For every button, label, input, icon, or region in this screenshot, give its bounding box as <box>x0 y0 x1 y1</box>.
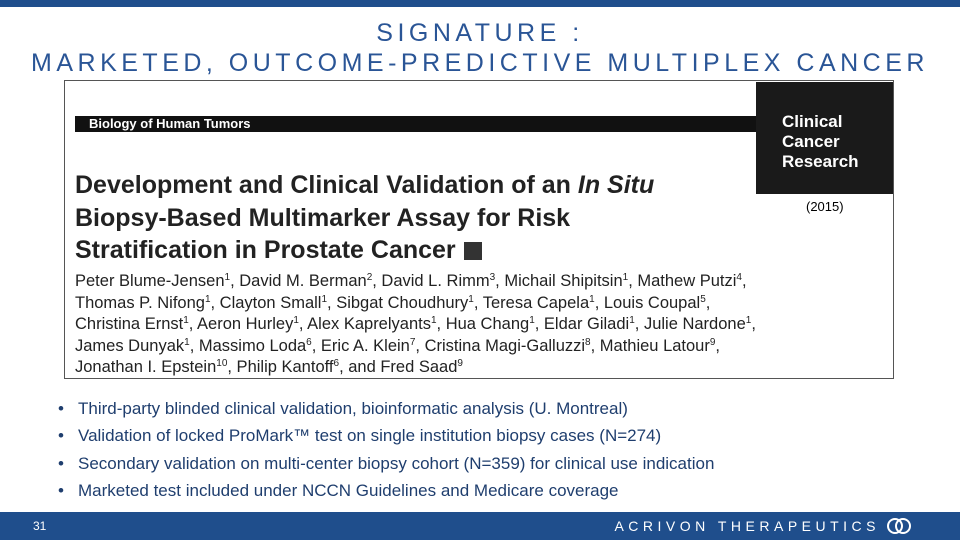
author-line: Thomas P. Nifong1, Clayton Small1, Sibga… <box>75 293 756 315</box>
author-name: , Alex Kaprelyants <box>298 315 431 333</box>
author-line: Peter Blume-Jensen1, David M. Berman2, D… <box>75 271 756 293</box>
title-line: Stratification in Prostate Cancer <box>75 234 654 267</box>
bullet: Validation of locked ProMark™ test on si… <box>58 422 714 449</box>
journal-line: Research <box>782 152 859 171</box>
author-name: , <box>741 272 747 290</box>
author-name: , Michail Shipitsin <box>495 272 623 290</box>
author-name: , Clayton Small <box>210 293 322 312</box>
author-name: , <box>705 293 711 312</box>
author-line: James Dunyak1, Massimo Loda6, Eric A. Kl… <box>75 336 756 358</box>
author-name: , David L. Rimm <box>372 272 490 290</box>
affiliation: 1 <box>629 315 635 326</box>
author-name: , <box>751 315 756 333</box>
affiliation: 1 <box>589 293 595 305</box>
footer: 31 ACRIVON THERAPEUTICS <box>0 512 960 540</box>
journal-line: Cancer <box>782 132 840 151</box>
bullet: Marketed test included under NCCN Guidel… <box>58 477 714 504</box>
affiliation: 1 <box>224 272 231 283</box>
bullet: Third-party blinded clinical validation,… <box>58 395 714 422</box>
title-line: MARKETED, OUTCOME-PREDICTIVE MULTIPLEX C… <box>31 49 929 77</box>
affiliation: 1 <box>204 293 211 305</box>
affiliation: 9 <box>709 336 716 348</box>
affiliation: 6 <box>306 336 312 348</box>
brand-logo <box>887 518 911 534</box>
paper-title: Development and Clinical Validation of a… <box>75 169 654 267</box>
author-name: , Philip Kantoff <box>227 358 334 376</box>
affiliation: 4 <box>736 272 742 283</box>
title-text: Biopsy-Based Multimarker Assay for Risk <box>75 203 571 232</box>
title-text: Development and Clinical Validation of a… <box>75 171 578 199</box>
author-name: , Sibgat Choudhury <box>327 293 469 312</box>
author-name: , Julie Nardone <box>634 315 746 333</box>
affiliation: 1 <box>468 293 474 305</box>
author-name: James Dunyak <box>75 336 185 355</box>
author-name: Thomas P. Nifong <box>75 293 205 312</box>
title-line: Development and Clinical Validation of a… <box>75 169 654 202</box>
author-name: , Mathew Putzi <box>628 272 737 290</box>
title-text: In Situ <box>577 171 655 199</box>
affiliation: 1 <box>293 315 299 326</box>
year: (2015) <box>806 199 844 214</box>
affiliation: 10 <box>216 358 228 369</box>
author-name: , <box>715 336 721 355</box>
affiliation: 9 <box>457 358 463 369</box>
affiliation: 1 <box>430 315 437 326</box>
author-name: , Massimo Loda <box>189 336 307 355</box>
authors: Peter Blume-Jensen1, David M. Berman2, D… <box>75 271 756 379</box>
affiliation: 8 <box>585 336 591 348</box>
paper-image: Biology of Human Tumors Clinical Cancer Re… <box>64 80 894 379</box>
affiliation: 1 <box>321 293 328 305</box>
open-access-icon <box>463 242 482 260</box>
affiliation: 6 <box>333 358 340 369</box>
author-name: , Louis Coupal <box>594 293 701 312</box>
affiliation: 7 <box>409 336 416 348</box>
journal-logo: Clinical Cancer Research <box>756 82 893 194</box>
author-name: , Eldar Giladi <box>534 315 630 333</box>
brand: ACRIVON THERAPEUTICS <box>614 518 880 534</box>
affiliation: 2 <box>366 272 373 283</box>
author-name: , Eric A. Klein <box>311 336 410 355</box>
author-name: , Aeron Hurley <box>188 315 294 333</box>
author-name: , Hua Chang <box>436 315 530 333</box>
author-name: , Mathieu Latour <box>590 336 710 355</box>
author-name: Jonathan I. Epstein <box>75 358 217 376</box>
slide-title: SIGNATURE : MARKETED, OUTCOME-PREDICTIVE … <box>0 18 960 108</box>
affiliation: 1 <box>745 315 752 326</box>
top-bar <box>0 0 960 7</box>
affiliation: 5 <box>700 293 706 305</box>
author-name: , and Fred Saad <box>339 358 458 376</box>
author-line: Christina Ernst1, Aeron Hurley1, Alex Ka… <box>75 314 756 336</box>
affiliation: 1 <box>183 315 189 326</box>
page-number: 31 <box>33 519 47 533</box>
title-line: Biopsy-Based Multimarker Assay for Risk <box>75 202 654 235</box>
affiliation: 1 <box>184 336 190 348</box>
author-name: , Teresa Capela <box>473 293 590 312</box>
affiliation: 1 <box>622 272 629 283</box>
author-line: Jonathan I. Epstein10, Philip Kantoff6, … <box>75 357 756 379</box>
author-name: Peter Blume-Jensen <box>75 272 225 290</box>
journal-line: Clinical <box>782 112 843 131</box>
bullet-list: Third-party blinded clinical validation,… <box>58 395 714 504</box>
section-banner: Biology of Human Tumors <box>75 116 757 132</box>
author-name: , Cristina Magi-Galluzzi <box>415 336 586 355</box>
affiliation: 3 <box>489 272 496 283</box>
author-name: , David M. Berman <box>230 272 367 290</box>
title-text: Stratification in Prostate Cancer <box>75 236 456 264</box>
affiliation: 1 <box>529 315 535 326</box>
bullet: Secondary validation on multi-center bio… <box>58 450 714 477</box>
author-name: Christina Ernst <box>75 315 184 333</box>
title-line: SIGNATURE : <box>376 19 584 47</box>
